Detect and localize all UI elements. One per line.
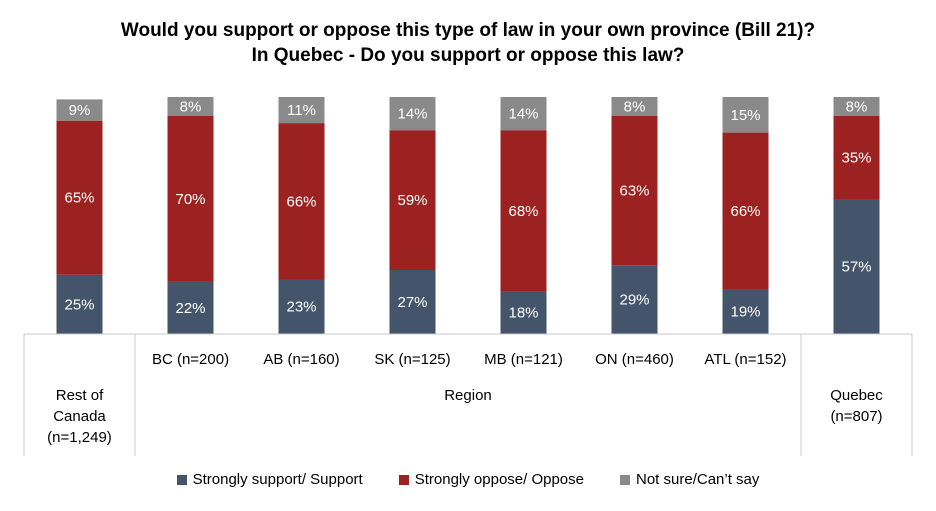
data-label-not-sure-6: 15% [730, 107, 760, 124]
data-label-not-sure-0: 9% [69, 102, 91, 119]
bar-segment-oppose-0 [56, 120, 103, 275]
data-label-not-sure-7: 8% [846, 99, 868, 116]
category-label-0-0: Rest of [56, 387, 104, 404]
data-label-oppose-2: 66% [286, 193, 316, 210]
category-label-7-1: (n=807) [830, 408, 882, 425]
bar-segment-not-sure-0 [56, 99, 103, 121]
group-label-region: Region [444, 387, 492, 404]
data-label-oppose-6: 66% [730, 203, 760, 220]
category-label-4-0: MB (n=121) [484, 351, 563, 368]
data-label-support-3: 27% [397, 294, 427, 311]
data-label-oppose-7: 35% [841, 149, 871, 166]
data-label-oppose-0: 65% [64, 190, 94, 207]
data-label-support-0: 25% [64, 296, 94, 313]
bar-segment-support-2 [278, 279, 325, 334]
category-table: Rest of Canada (n=1,249) BC (n=200) AB (n=16… [23, 333, 913, 456]
bar-segment-not-sure-2 [278, 97, 325, 124]
legend-item-oppose: Strongly oppose/ Oppose [398, 471, 584, 488]
data-label-support-2: 23% [286, 299, 316, 316]
category-label-6-0: ATL (n=152) [704, 351, 786, 368]
data-label-oppose-5: 63% [619, 183, 649, 200]
bar-segment-oppose-2 [278, 123, 325, 280]
chart-title-line1: Would you support or oppose this type of… [120, 20, 816, 41]
chart-title: Would you support or oppose this type of… [0, 18, 936, 68]
chart-title-line2: In Quebec - Do you support or oppose thi… [251, 45, 685, 66]
category-label-0-1: Canada [53, 408, 106, 425]
bars-layer: 25% 65% 9% 22% 70% 8% 23% 66% 11% 27% 59% 14% 18% 68%… [56, 97, 880, 335]
legend-label-support: Strongly support/ Support [192, 471, 363, 488]
legend-label-not-sure: Not sure/Can’t say [636, 471, 760, 488]
bar-segment-not-sure-6 [722, 97, 769, 133]
category-label-2-0: AB (n=160) [263, 351, 339, 368]
bar-segment-support-4 [500, 291, 547, 334]
data-label-oppose-1: 70% [175, 191, 205, 208]
data-label-not-sure-4: 14% [508, 106, 538, 123]
legend-swatch-oppose [398, 474, 409, 485]
bar-segment-oppose-4 [500, 130, 547, 292]
bar-segment-support-5 [611, 265, 658, 334]
legend-label-oppose: Strongly oppose/ Oppose [414, 471, 584, 488]
data-label-oppose-3: 59% [397, 192, 427, 209]
data-label-not-sure-3: 14% [397, 106, 427, 123]
legend: Strongly support/ Support Strongly oppos… [0, 471, 936, 488]
bar-segment-not-sure-7 [833, 97, 880, 116]
bar-segment-oppose-5 [611, 116, 658, 266]
legend-swatch-support [176, 474, 187, 485]
bar-segment-not-sure-3 [389, 97, 436, 131]
bar-segment-support-3 [389, 270, 436, 334]
bar-segment-support-6 [722, 289, 769, 334]
bar-segment-support-1 [167, 281, 214, 334]
data-label-support-1: 22% [175, 300, 205, 317]
data-label-not-sure-5: 8% [624, 99, 646, 116]
data-label-not-sure-2: 11% [287, 102, 316, 119]
bar-segment-support-7 [833, 198, 880, 334]
bar-segment-oppose-7 [833, 116, 880, 199]
bar-segment-not-sure-4 [500, 97, 547, 131]
data-label-support-7: 57% [841, 259, 871, 276]
data-label-not-sure-1: 8% [180, 99, 202, 116]
bar-segment-support-0 [56, 274, 103, 335]
category-label-0-2: (n=1,249) [47, 429, 112, 446]
bar-segment-oppose-6 [722, 132, 769, 289]
legend-item-support: Strongly support/ Support [176, 471, 363, 488]
data-label-support-4: 18% [508, 305, 538, 322]
legend-swatch-not-sure [620, 474, 630, 485]
category-label-1-0: BC (n=200) [152, 351, 229, 368]
category-label-7-0: Quebec [830, 387, 883, 404]
category-label-5-0: ON (n=460) [595, 351, 674, 368]
bar-segment-oppose-3 [389, 130, 436, 270]
bar-segment-not-sure-5 [611, 97, 658, 116]
bar-segment-oppose-1 [167, 116, 214, 282]
bar-segment-not-sure-1 [167, 97, 214, 116]
category-label-3-0: SK (n=125) [374, 351, 450, 368]
data-label-oppose-4: 68% [508, 203, 538, 220]
data-label-support-6: 19% [730, 304, 760, 321]
legend-item-not-sure: Not sure/Can’t say [620, 471, 759, 488]
data-label-support-5: 29% [619, 292, 649, 309]
